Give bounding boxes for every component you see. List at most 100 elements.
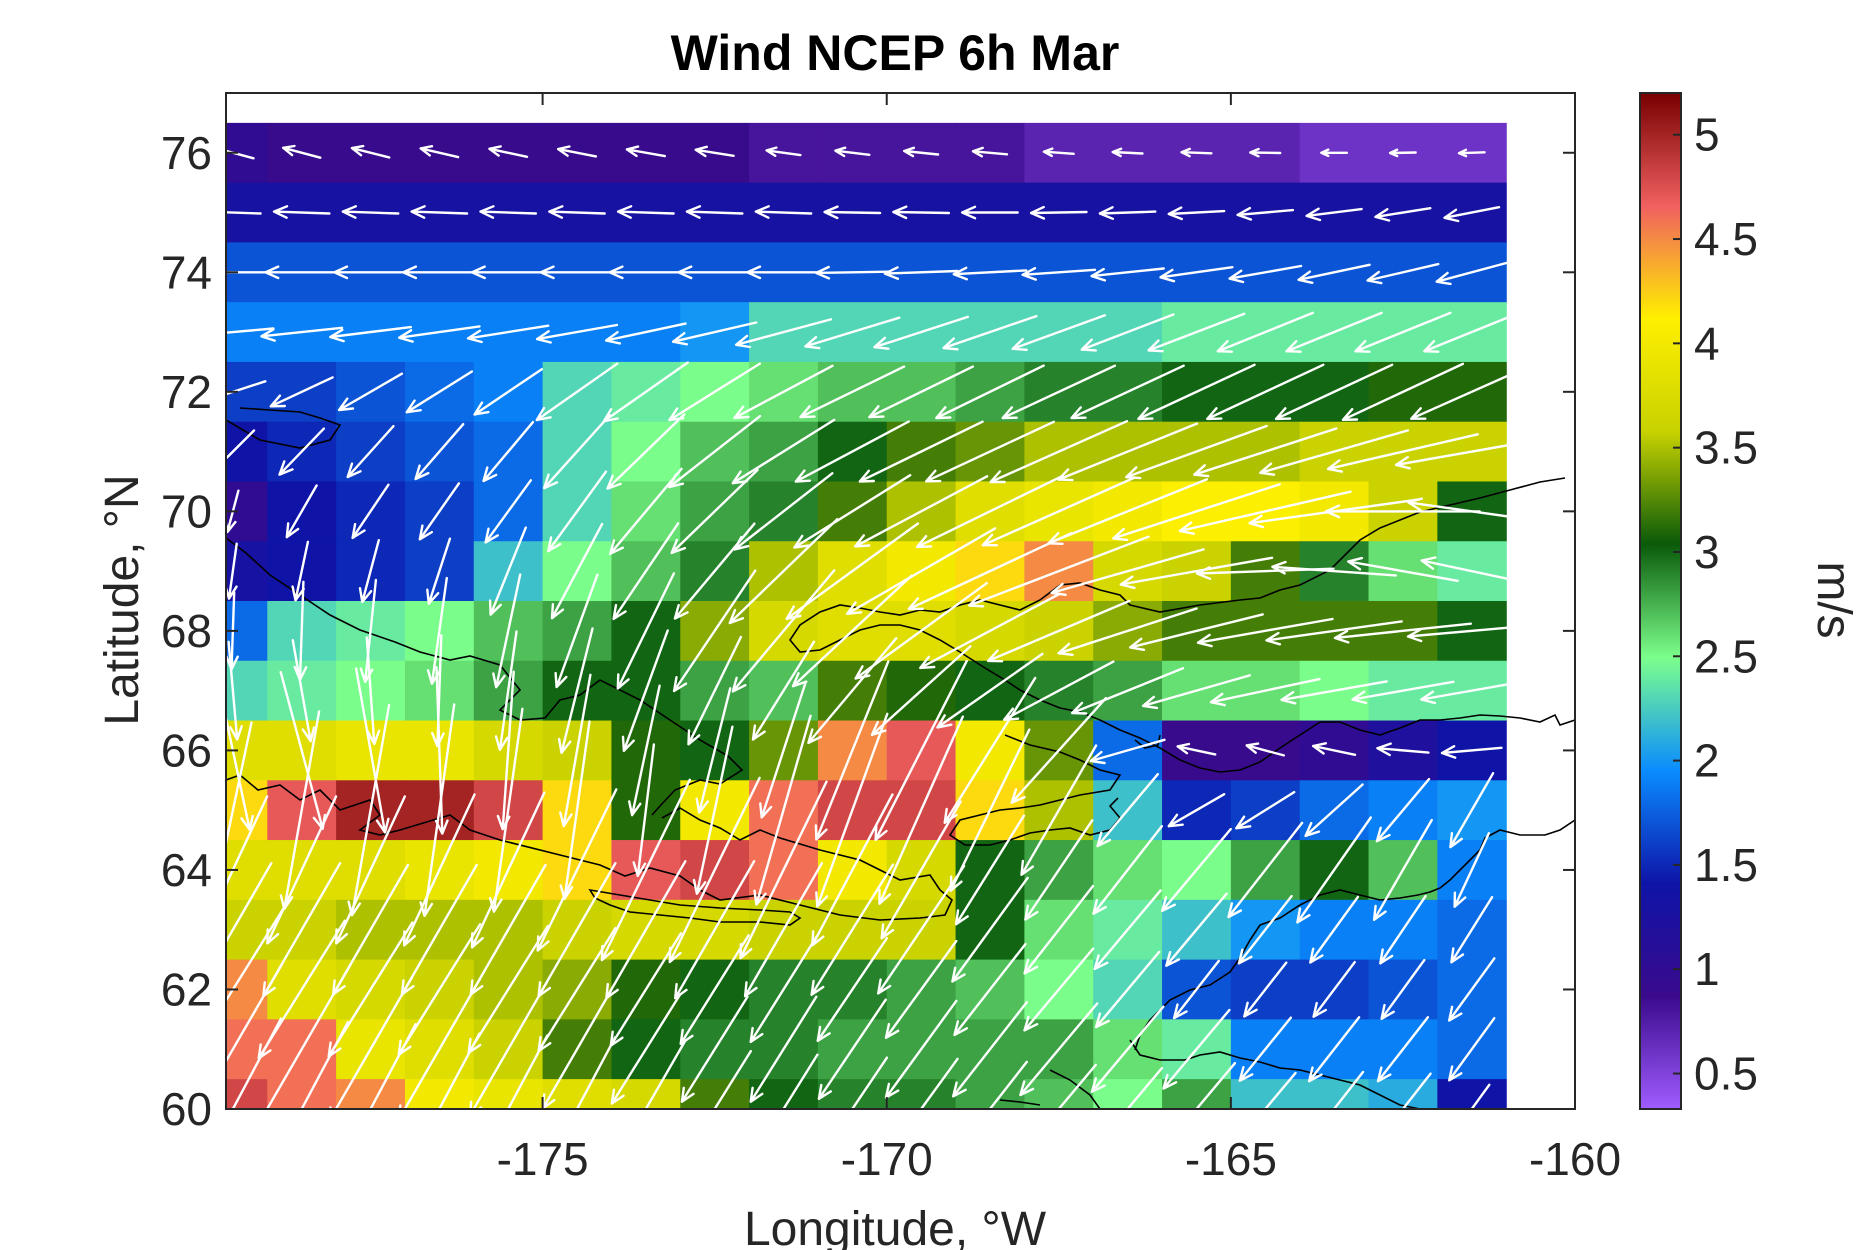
wind-vector [791,574,913,688]
y-tick-label: 64 [161,844,212,896]
wind-vector [1341,362,1465,421]
x-axis-label: Longitude, °W [744,1203,1047,1250]
wind-vector [1420,556,1523,583]
wind-vector [1080,313,1175,352]
wind-vector [226,211,262,215]
wind-vector [952,1001,1028,1098]
heatmap-cell [1368,1079,1438,1109]
wind-vector [559,673,592,828]
wind-vector [874,659,968,841]
y-tick-label: 60 [161,1083,212,1135]
wind-vector [333,265,408,280]
wind-vector [1309,895,1360,964]
plot-frame [225,92,1576,1110]
wind-vector [1406,624,1537,643]
wind-vector [804,316,901,350]
wind-vector [609,467,683,555]
wind-vector [1271,560,1397,577]
wind-vector [414,423,465,481]
chart-title: Wind NCEP 6h Mar [671,25,1120,81]
wind-vector [878,715,964,905]
wind-vector [469,981,548,1109]
wind-vector [753,714,812,906]
wind-vector [1001,364,1117,420]
wind-vector [1011,314,1107,351]
wind-vector [1435,261,1508,286]
wind-vector [1457,148,1486,158]
wind-vector [488,526,527,616]
wind-vector [858,420,984,483]
wind-vector [401,265,477,280]
wind-vector [269,376,334,408]
wind-vector [1193,427,1338,478]
y-tick-label: 74 [161,246,212,298]
wind-vector [1165,892,1228,967]
wind-vector [1420,680,1524,705]
wind-vector [907,532,1073,611]
wind-vector [1119,556,1274,590]
wind-vector [543,413,612,490]
wind-vector [554,573,599,689]
wind-vector [1305,207,1363,222]
wind-vector [260,326,344,342]
wind-vector [1374,207,1432,222]
wind-vector [625,145,666,158]
wind-vector [1280,680,1388,705]
wind-vector [986,599,1131,663]
wind-vector [1249,147,1282,158]
wind-vector [850,1056,889,1109]
wind-vector [734,318,833,349]
wind-vector [1020,744,1098,876]
wind-vector [1196,617,1334,648]
wind-vector [1137,363,1256,421]
colorbar-tick-label: 4 [1694,317,1720,369]
wind-vector [488,707,524,913]
wind-vector [398,325,481,343]
colorbar [1639,92,1682,1110]
wind-vector [751,640,816,741]
wind-vector [1021,267,1097,281]
wind-vector [347,703,391,917]
wind-vector [484,479,532,544]
wind-vector [612,522,680,621]
coastline-chukotka-south [226,774,953,921]
heatmap-cell [1093,1079,1163,1109]
wind-vector [1010,696,1108,804]
wind-vector [616,572,676,690]
wind-vector [1172,959,1220,1020]
wind-vector [925,420,1055,483]
wind-vector [1141,674,1251,710]
wind-vector [892,205,951,220]
wind-vector [1112,483,1281,542]
wind-vector [1180,147,1213,158]
wind-vector [418,482,461,541]
wind-vector [728,518,839,625]
wind-vector [685,205,744,219]
wind-vector [291,540,310,602]
wind-vector [1297,263,1371,284]
wind-vector [1090,267,1165,282]
wind-vector [226,327,275,334]
wind-vector [1206,363,1325,421]
wind-vector [466,324,550,344]
wind-vector [951,876,1029,983]
wind-vector [765,146,802,157]
heatmap-cell [267,1079,337,1109]
wind-vector [1238,1016,1292,1082]
wind-vector [1388,148,1417,158]
wind-vector [731,569,836,693]
wind-vector [398,977,482,1109]
wind-vector [733,364,834,420]
wind-vector [264,265,340,280]
coastlines [226,407,1575,1109]
wind-vector [942,314,1038,351]
colorbar-tick-label: 2.5 [1694,630,1758,682]
wind-vector [337,372,404,412]
wind-vector [272,205,331,219]
wind-vector [782,1053,819,1109]
y-axis-label: Latitude, °N [96,474,149,725]
wind-vector [1057,607,1198,656]
wind-vector [419,145,460,159]
heatmap-cell [404,1079,475,1109]
wind-vector [1194,1062,1237,1109]
